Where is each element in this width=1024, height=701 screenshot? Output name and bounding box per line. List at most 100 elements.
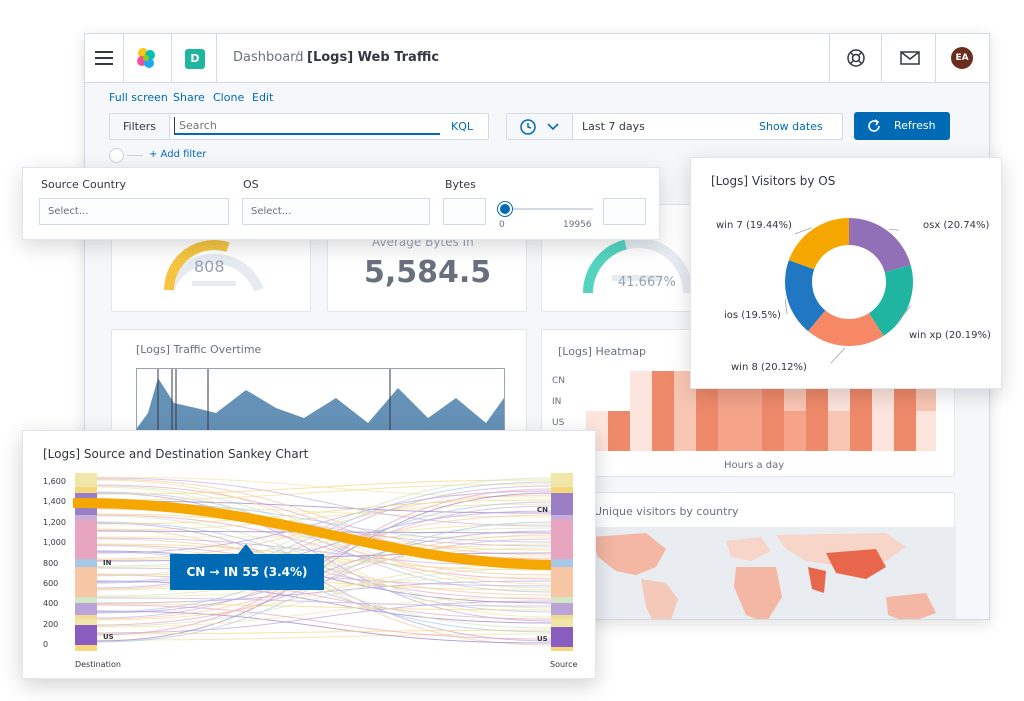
heatmap-cell <box>718 431 740 451</box>
refresh-button[interactable]: Refresh <box>854 112 950 140</box>
sankey-node-segment[interactable] <box>551 603 573 615</box>
full-screen-link[interactable]: Full screen <box>109 91 168 104</box>
gauge-value: 808 <box>194 257 225 276</box>
heatmap-cell <box>630 431 652 451</box>
top-navigation-bar: D Dashboard / [Logs] Web Traffic EA <box>85 34 989 83</box>
donut-slice-win-8[interactable] <box>808 310 884 346</box>
date-picker: Last 7 days Show dates <box>506 113 843 140</box>
share-link[interactable]: Share <box>173 91 205 104</box>
sankey-panel: [Logs] Source and Destination Sankey Cha… <box>22 430 596 679</box>
input-controls-panel: Source Country Select... OS Select... By… <box>22 167 660 240</box>
bytes-slider-handle[interactable] <box>498 202 512 216</box>
sankey-y-tick: 1,600 <box>43 477 66 486</box>
os-select[interactable]: Select... <box>242 198 430 225</box>
kql-toggle[interactable]: KQL <box>451 120 473 133</box>
sankey-y-tick: 800 <box>43 558 59 568</box>
world-map[interactable] <box>586 527 956 620</box>
add-filter-link[interactable]: + Add filter <box>149 149 207 160</box>
show-dates-link[interactable]: Show dates <box>759 120 823 133</box>
heatmap-cell <box>784 411 806 431</box>
sankey-link <box>96 600 552 634</box>
bytes-min-input[interactable] <box>443 198 486 225</box>
sankey-node-segment[interactable] <box>551 515 573 519</box>
sankey-node-segment[interactable] <box>551 597 573 603</box>
heatmap-cell <box>740 431 762 451</box>
sankey-node-segment[interactable] <box>75 519 97 559</box>
menu-icon[interactable] <box>95 51 113 65</box>
bytes-slider-track[interactable] <box>501 208 593 210</box>
sankey-node-segment[interactable] <box>551 627 573 647</box>
sankey-node-segment[interactable] <box>551 493 573 515</box>
sankey-node-segment[interactable] <box>551 615 573 619</box>
sankey-link <box>96 499 552 525</box>
heatmap-cell <box>872 411 894 431</box>
heatmap-cell <box>850 411 872 431</box>
sankey-node-segment[interactable] <box>75 567 97 597</box>
sankey-node-segment[interactable] <box>75 473 97 487</box>
sankey-link <box>96 563 552 621</box>
heatmap-cell <box>894 411 916 431</box>
date-range-text[interactable]: Last 7 days <box>582 120 645 133</box>
sankey-link <box>96 478 552 556</box>
percent-gauge-chart <box>583 238 693 294</box>
sankey-node-segment[interactable] <box>75 615 97 619</box>
map-panel: Unique visitors by country <box>541 492 956 620</box>
heatmap-cell <box>806 391 828 411</box>
sankey-highlight-link[interactable] <box>73 497 552 570</box>
sankey-link <box>96 486 552 618</box>
donut-label: win 7 (19.44%) <box>716 220 792 231</box>
sankey-node-segment[interactable] <box>551 559 573 567</box>
heatmap-cell <box>740 411 762 431</box>
sankey-node-segment[interactable] <box>551 473 573 487</box>
heatmap-cell <box>762 391 784 411</box>
bytes-max-value: 19956 <box>563 220 592 230</box>
sankey-node-segment[interactable] <box>75 515 97 519</box>
sankey-source-label: Source <box>550 660 578 669</box>
help-icon[interactable] <box>845 47 867 69</box>
donut-slice-osx[interactable] <box>849 218 911 273</box>
avatar[interactable]: EA <box>951 47 973 69</box>
sankey-y-tick: 600 <box>43 578 59 588</box>
quick-menu-button[interactable] <box>507 114 573 139</box>
bytes-max-input[interactable] <box>603 198 646 225</box>
sankey-node-segment[interactable] <box>551 487 573 493</box>
heatmap-row-label: US <box>552 418 565 428</box>
heatmap-cell <box>784 431 806 451</box>
sankey-y-tick: 0 <box>43 640 49 649</box>
clone-link[interactable]: Clone <box>213 91 245 104</box>
sankey-node-segment[interactable] <box>551 519 573 559</box>
source-country-select[interactable]: Select... <box>39 198 229 225</box>
sankey-node-segment[interactable] <box>75 487 97 493</box>
edit-link[interactable]: Edit <box>252 91 274 104</box>
heatmap-cell <box>762 431 784 451</box>
sankey-link <box>96 603 552 611</box>
sankey-y-tick: 200 <box>43 619 59 629</box>
sankey-y-tick: 1,200 <box>43 517 66 527</box>
donut-leader-line <box>830 347 846 364</box>
heatmap-cell <box>674 431 696 451</box>
sankey-node-segment[interactable] <box>551 567 573 597</box>
breadcrumb-current: [Logs] Web Traffic <box>307 50 440 65</box>
map-title: Unique visitors by country <box>594 505 739 518</box>
sankey-node-segment[interactable] <box>75 603 97 615</box>
sankey-node-segment[interactable] <box>75 597 97 603</box>
sankey-node-segment[interactable] <box>75 625 97 645</box>
heatmap-cell <box>608 411 630 431</box>
gauge-chart <box>164 240 264 292</box>
filter-toggle[interactable] <box>109 148 124 163</box>
heatmap-title: [Logs] Heatmap <box>558 345 646 358</box>
sankey-link <box>96 604 552 640</box>
sankey-right-node-label: US <box>537 635 548 643</box>
elastic-logo-icon[interactable] <box>134 46 158 70</box>
heatmap-cell <box>652 431 674 451</box>
space-badge[interactable]: D <box>185 49 205 69</box>
search-input[interactable] <box>174 117 440 135</box>
breadcrumb-dashboard[interactable]: Dashboard <box>233 50 304 65</box>
mail-icon[interactable] <box>899 47 921 69</box>
donut-slice-win-7[interactable] <box>788 218 849 270</box>
traffic-overtime-title: [Logs] Traffic Overtime <box>136 343 262 356</box>
filters-button[interactable]: Filters <box>110 114 170 139</box>
sankey-node-segment[interactable] <box>75 559 97 567</box>
donut-slice-win-xp[interactable] <box>868 265 913 336</box>
donut-slice-ios[interactable] <box>785 260 826 332</box>
